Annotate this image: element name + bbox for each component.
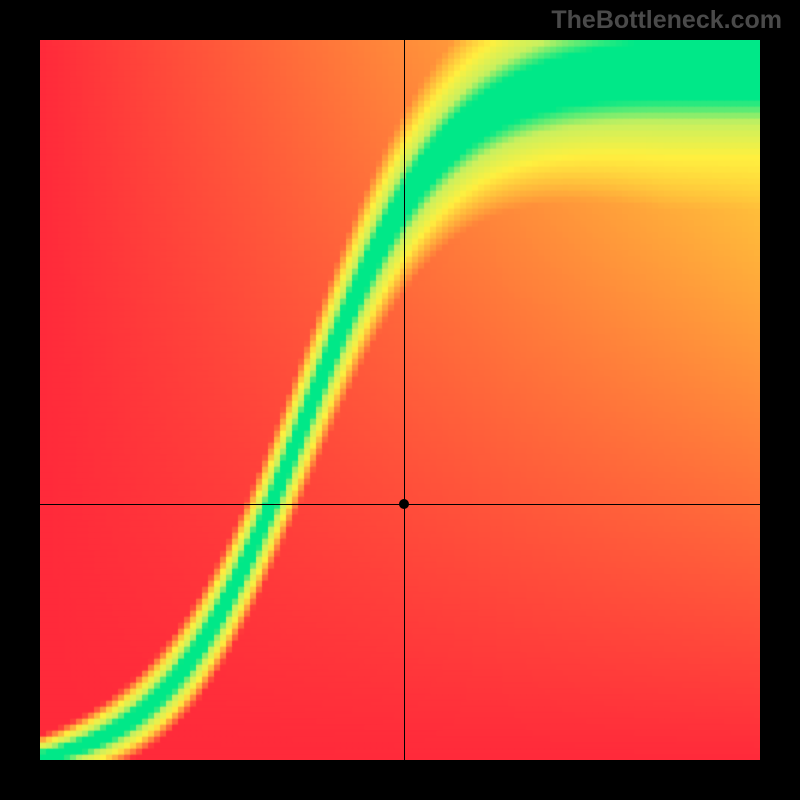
watermark-text: TheBottleneck.com [551, 6, 782, 35]
crosshair-marker [399, 499, 409, 509]
plot-area [40, 40, 760, 760]
bottleneck-heatmap-canvas [40, 40, 760, 760]
crosshair-vertical [404, 40, 405, 760]
